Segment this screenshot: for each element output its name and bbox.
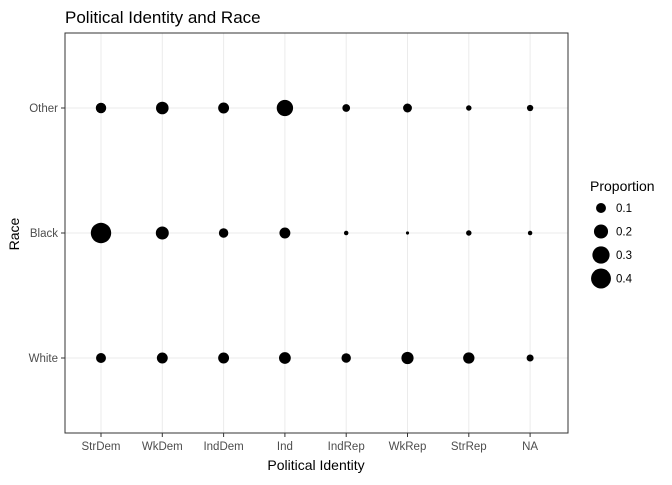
data-point-ind-white bbox=[279, 352, 291, 364]
x-tick-label-na: NA bbox=[522, 441, 538, 453]
y-axis-title: Race bbox=[6, 217, 22, 250]
data-point-inddem-white bbox=[218, 352, 230, 364]
legend-title: Proportion bbox=[590, 178, 655, 194]
x-tick-label-indrep: IndRep bbox=[328, 441, 365, 453]
legend-key-4 bbox=[591, 268, 611, 289]
legend-label-1: 0.1 bbox=[616, 203, 632, 215]
legend-label-4: 0.4 bbox=[616, 274, 633, 286]
data-point-strrep-white bbox=[463, 352, 475, 364]
data-point-ind-other bbox=[276, 99, 294, 117]
y-tick-label-black: Black bbox=[30, 228, 58, 240]
legend-items: 0.1 0.2 0.3 0.4 bbox=[591, 203, 633, 289]
legend-key-2 bbox=[593, 224, 609, 239]
data-point-na-other bbox=[526, 104, 534, 112]
legend: Proportion 0.1 0.2 0.3 0.4 bbox=[590, 178, 655, 289]
data-point-indrep-black bbox=[343, 230, 349, 236]
data-point-ind-black bbox=[279, 227, 291, 239]
y-tick-label-other: Other bbox=[29, 103, 58, 115]
x-axis-ticks: StrDem WkDem IndDem Ind IndRep WkRep StrRep NA bbox=[82, 433, 538, 453]
data-point-indrep-white bbox=[341, 353, 351, 363]
data-point-strrep-other bbox=[466, 105, 472, 111]
legend-label-2: 0.2 bbox=[616, 227, 632, 239]
legend-label-3: 0.3 bbox=[616, 250, 632, 262]
data-point-wkrep-black bbox=[405, 231, 410, 235]
data-point-strdem-white bbox=[96, 353, 106, 363]
x-tick-label-inddem: IndDem bbox=[203, 441, 243, 453]
chart-title: Political Identity and Race bbox=[65, 8, 261, 27]
legend-key-3 bbox=[592, 246, 610, 264]
data-point-wkdem-other bbox=[156, 101, 169, 115]
x-tick-label-wkdem: WkDem bbox=[142, 441, 183, 453]
x-tick-label-strrep: StrRep bbox=[451, 441, 487, 453]
legend-key-1 bbox=[596, 203, 606, 213]
y-tick-label-white: White bbox=[29, 353, 58, 365]
x-axis-title: Political Identity bbox=[267, 457, 364, 473]
data-point-indrep-other bbox=[342, 104, 351, 112]
data-point-wkdem-white bbox=[156, 352, 168, 364]
data-point-wkrep-other bbox=[403, 103, 412, 113]
data-point-inddem-black bbox=[218, 228, 229, 238]
x-tick-label-wkrep: WkRep bbox=[389, 441, 427, 453]
data-point-na-white bbox=[526, 354, 534, 362]
plot-panel bbox=[64, 32, 569, 434]
data-point-wkrep-white bbox=[401, 351, 414, 365]
data-points bbox=[90, 99, 534, 365]
data-point-strdem-black bbox=[90, 222, 112, 244]
x-tick-label-strdem: StrDem bbox=[82, 441, 121, 453]
data-point-strrep-black bbox=[466, 230, 472, 236]
data-point-strdem-other bbox=[95, 102, 107, 114]
data-point-na-black bbox=[527, 230, 533, 236]
data-point-inddem-other bbox=[218, 102, 230, 114]
y-axis-ticks: White Black Other bbox=[29, 103, 65, 365]
x-tick-label-ind: Ind bbox=[277, 441, 293, 453]
data-point-wkdem-black bbox=[155, 226, 169, 240]
